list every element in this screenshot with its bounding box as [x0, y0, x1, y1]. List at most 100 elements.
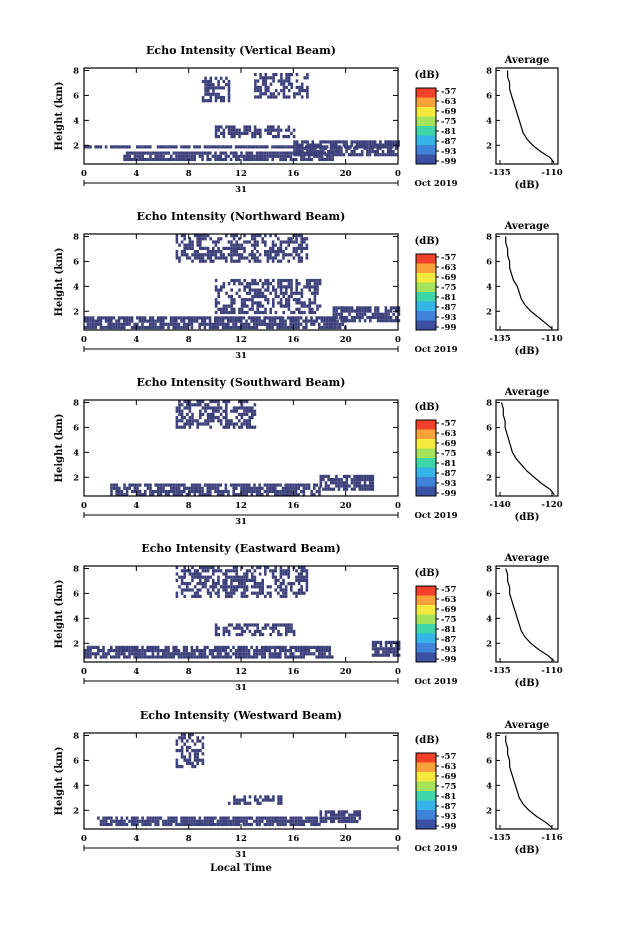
echo-cell [279, 285, 283, 289]
echo-cell [250, 154, 254, 158]
echo-cell [214, 154, 217, 158]
echo-cell [214, 128, 218, 132]
echo-cell [188, 406, 192, 410]
echo-cell [284, 145, 287, 149]
echo-cell [212, 566, 215, 570]
echo-cell [284, 154, 287, 158]
echo-cell [123, 822, 126, 827]
echo-cell [198, 655, 201, 659]
echo-cell [233, 131, 236, 135]
echo-cell [300, 85, 304, 89]
echo-cell [253, 425, 257, 429]
echo-cell [335, 478, 338, 482]
echo-cell [279, 145, 282, 149]
echo-cell [289, 493, 293, 497]
echo-cell [253, 278, 257, 283]
echo-cell [361, 474, 364, 478]
echo-cell [136, 822, 139, 827]
echo-cell [308, 301, 311, 305]
echo-cell [102, 816, 105, 820]
echo-cell [284, 157, 287, 162]
colorbar-tick-label: -63 [441, 595, 456, 605]
echo-cell [303, 140, 307, 144]
echo-cell [315, 483, 319, 487]
echo-cell [196, 486, 199, 490]
echo-cell [230, 234, 233, 238]
echo-cell [185, 493, 189, 497]
echo-cell [162, 319, 165, 323]
echo-cell [253, 578, 257, 582]
echo-cell [337, 306, 341, 310]
echo-cell [323, 652, 326, 656]
echo-cell [355, 153, 359, 157]
echo-cell [235, 626, 239, 630]
echo-cell [237, 819, 241, 823]
echo-cell [245, 649, 248, 653]
echo-cell [371, 315, 375, 320]
echo-cell [243, 798, 247, 802]
echo-cell [110, 819, 113, 823]
echo-cell [143, 819, 147, 823]
echo-cell [232, 259, 236, 263]
echo-cell [225, 125, 228, 129]
echo-cell [167, 822, 170, 827]
echo-cell [300, 575, 303, 579]
echo-cell [219, 316, 222, 320]
echo-cell [172, 486, 176, 490]
echo-cell [308, 143, 312, 147]
echo-cell [353, 146, 356, 150]
echo-cell [268, 316, 272, 320]
echo-cell [306, 146, 309, 150]
echo-cell [219, 412, 223, 416]
echo-cell [266, 125, 270, 129]
echo-cell [188, 758, 192, 762]
echo-cell [167, 157, 170, 162]
echo-cell [224, 645, 227, 649]
echo-cell [266, 288, 270, 292]
echo-cell [220, 131, 223, 135]
echo-cell [259, 301, 262, 305]
echo-cell [180, 234, 184, 238]
echo-cell [188, 652, 191, 656]
echo-cell [136, 151, 139, 155]
echo-cell [208, 822, 212, 827]
echo-cell [227, 154, 230, 158]
echo-cell [199, 594, 202, 598]
echo-cell [322, 474, 325, 478]
echo-cell [303, 153, 307, 157]
echo-cell [268, 483, 272, 487]
day-label: 31 [235, 351, 247, 361]
x-tick-label: 12 [235, 169, 247, 179]
echo-cell [302, 319, 305, 323]
echo-cell [251, 131, 254, 135]
echo-cell [264, 253, 267, 257]
x-tick-label: 0 [81, 169, 87, 179]
echo-cell [301, 140, 304, 144]
echo-cell [110, 822, 113, 827]
echo-cell [256, 566, 259, 570]
colorbar-segment [416, 753, 436, 763]
echo-cell [242, 819, 246, 823]
echo-cell [279, 259, 283, 263]
echo-cell [151, 655, 155, 659]
echo-cell [261, 151, 264, 155]
echo-cell [248, 422, 251, 426]
echo-cell [373, 143, 377, 147]
echo-cell [225, 256, 228, 260]
echo-cell [311, 285, 314, 289]
echo-cell [214, 582, 218, 586]
echo-cell [169, 816, 173, 820]
echo-cell [247, 652, 251, 656]
echo-cell [268, 645, 272, 649]
echo-cell [227, 316, 230, 320]
echo-cell [238, 801, 241, 805]
echo-cell [258, 234, 262, 238]
echo-cell [138, 655, 142, 659]
echo-cell [248, 151, 251, 155]
echo-cell [201, 316, 204, 320]
echo-cell [182, 316, 186, 320]
echo-cell [214, 99, 218, 103]
echo-cell [248, 425, 251, 429]
echo-cell [266, 278, 270, 283]
